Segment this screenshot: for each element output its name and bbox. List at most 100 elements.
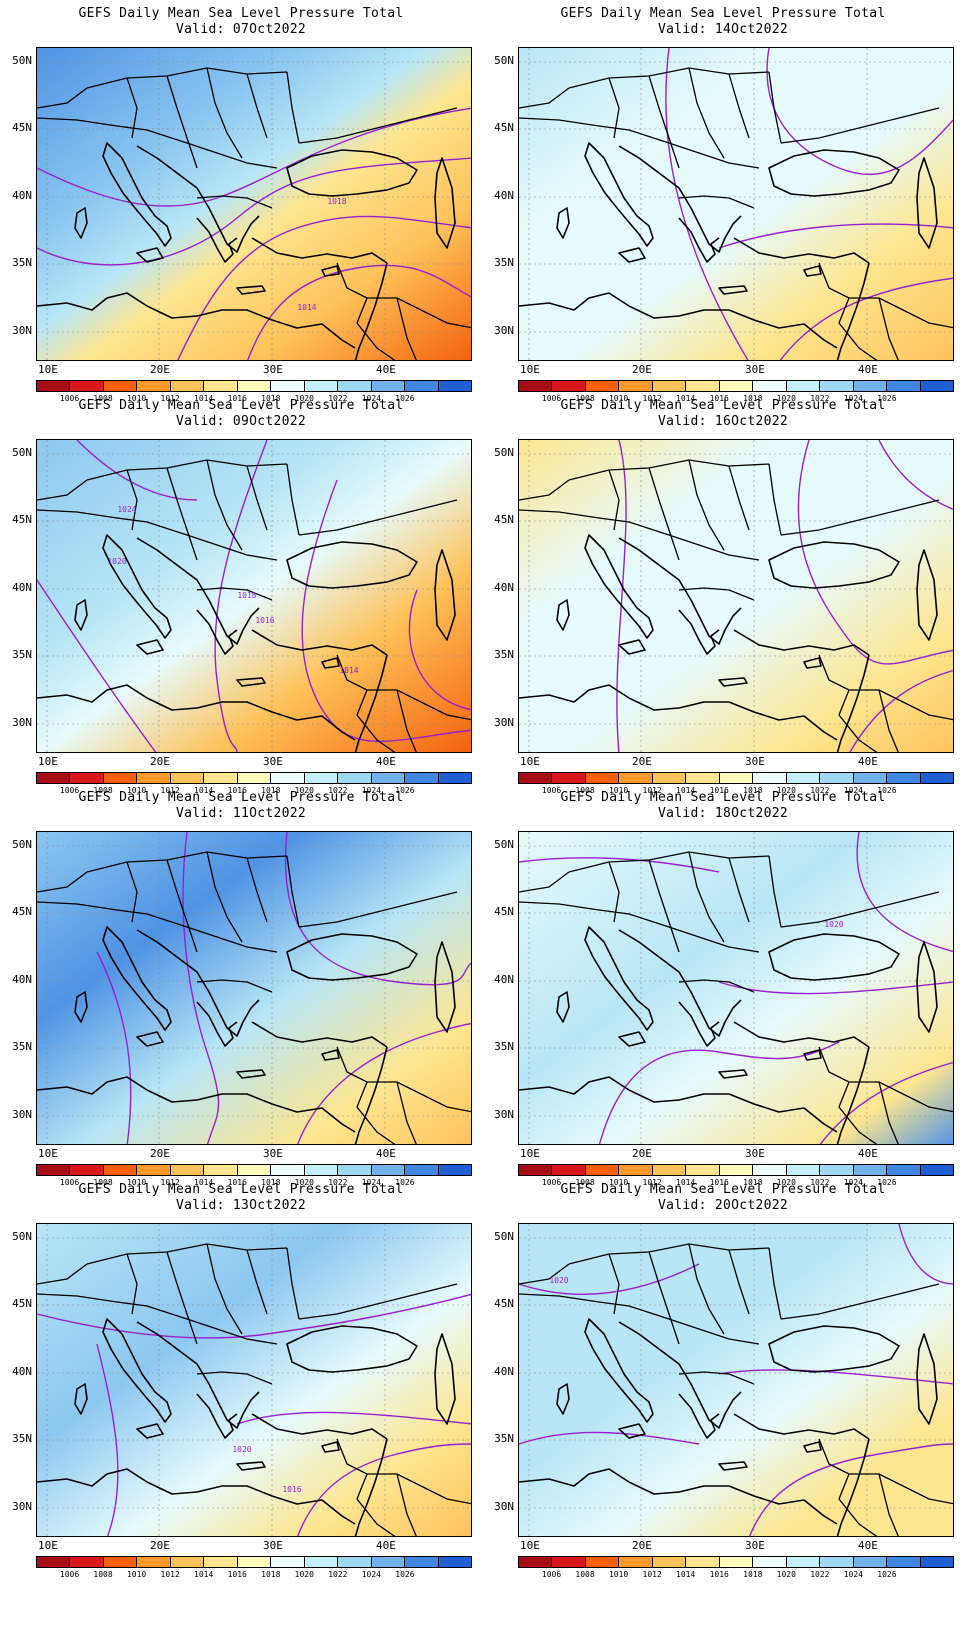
- colorbar-level-label: 1026: [877, 786, 897, 795]
- longitude-label: 10E: [520, 1147, 540, 1160]
- colorbar-level-label: 1018: [743, 1178, 763, 1187]
- colorbar-swatch: [719, 1557, 754, 1567]
- colorbar-level-label: 1006: [541, 786, 562, 795]
- colorbar-level-label: 1020: [776, 1570, 796, 1579]
- colorbar-level-label: 1022: [328, 1178, 348, 1187]
- country-border: [668, 926, 760, 953]
- coastline: [618, 247, 646, 263]
- map-svg: [519, 440, 953, 752]
- map-svg: [519, 48, 953, 360]
- colorbar-level-label: 1016: [227, 1570, 247, 1579]
- colorbar-swatch: [438, 1165, 472, 1175]
- coastline: [733, 1413, 870, 1440]
- colorbar-swatch: [103, 1557, 138, 1567]
- panel-title: GEFS Daily Mean Sea Level Pressure Total: [78, 790, 404, 805]
- panel-title: GEFS Daily Mean Sea Level Pressure Total: [78, 1182, 404, 1197]
- colorbar-swatch: [753, 1165, 787, 1175]
- country-border: [768, 71, 782, 144]
- colorbar-swatch: [170, 381, 205, 391]
- country-border: [356, 689, 396, 752]
- longitude-label: 40E: [858, 1539, 878, 1552]
- colorbar-level-label: 1016: [709, 786, 729, 795]
- colorbar-swatch: [686, 1165, 720, 1175]
- colorbar: [518, 1164, 954, 1176]
- coastline: [74, 599, 88, 631]
- country-border: [206, 459, 243, 551]
- colorbar-swatch: [619, 1557, 653, 1567]
- panel-valid-date: Valid: 18Oct2022: [657, 806, 789, 821]
- coastline: [37, 1468, 356, 1525]
- country-border: [678, 1371, 755, 1385]
- latitude-label: 45N: [494, 1297, 514, 1310]
- country-border: [37, 871, 88, 893]
- coastline: [434, 1333, 456, 1425]
- latitude-label: 40N: [12, 581, 32, 594]
- country-border: [648, 859, 680, 953]
- colorbar: [36, 380, 472, 392]
- colorbar-level-label: 1010: [126, 1178, 147, 1187]
- longitude-label: 20E: [632, 1147, 652, 1160]
- colorbar-swatch: [103, 773, 138, 783]
- isobar-label: 1018: [327, 197, 346, 206]
- coastline: [618, 145, 742, 253]
- colorbar-level-label: 1024: [843, 394, 863, 403]
- pressure-map: 1020: [518, 831, 954, 1145]
- coastline: [556, 207, 570, 239]
- isobar-contour: [856, 832, 953, 953]
- colorbar-level-label: 1024: [843, 1570, 863, 1579]
- colorbar-swatch: [271, 773, 305, 783]
- colorbar-swatch: [887, 773, 921, 783]
- country-border: [196, 979, 273, 993]
- colorbar-swatch: [552, 1165, 586, 1175]
- coastline: [836, 654, 870, 752]
- colorbar-swatch: [619, 1165, 653, 1175]
- longitude-label: 30E: [745, 1539, 765, 1552]
- country-border: [196, 587, 273, 601]
- isobar-label: 1024: [117, 505, 136, 514]
- country-border: [728, 857, 750, 923]
- coastline: [102, 1318, 172, 1423]
- country-border: [780, 891, 940, 928]
- country-border: [768, 855, 782, 928]
- colorbar-swatch: [853, 1165, 888, 1175]
- country-border: [519, 87, 570, 109]
- colorbar-level-label: 1018: [743, 786, 763, 795]
- colorbar-level-label: 1020: [776, 394, 796, 403]
- panel-title: GEFS Daily Mean Sea Level Pressure Total: [560, 6, 886, 21]
- colorbar-level-label: 1016: [227, 1178, 247, 1187]
- colorbar-swatch: [204, 773, 238, 783]
- colorbar-swatch: [37, 1165, 71, 1175]
- coastline: [236, 1461, 266, 1471]
- coastline: [618, 1321, 742, 1429]
- coastline: [718, 1069, 748, 1079]
- coastline: [678, 1393, 720, 1439]
- colorbar-level-label: 1016: [709, 1570, 729, 1579]
- coastline: [584, 534, 654, 639]
- isobar-contour: [177, 215, 471, 360]
- colorbar-level-label: 1022: [328, 394, 348, 403]
- country-border: [246, 465, 268, 531]
- country-border: [568, 67, 770, 89]
- panel-valid-date: Valid: 11Oct2022: [175, 806, 307, 821]
- colorbar-swatch: [853, 381, 888, 391]
- country-border: [396, 1081, 417, 1144]
- colorbar-swatch: [853, 773, 888, 783]
- coastline: [584, 1318, 654, 1423]
- coastline: [718, 1461, 748, 1471]
- colorbar-swatch: [820, 1557, 854, 1567]
- colorbar-swatch: [304, 1165, 339, 1175]
- coastline: [354, 1046, 388, 1144]
- coastline: [251, 1021, 388, 1048]
- latitude-label: 50N: [12, 1230, 32, 1243]
- country-border: [246, 1249, 268, 1315]
- latitude-label: 40N: [494, 1365, 514, 1378]
- colorbar-swatch: [786, 1557, 821, 1567]
- coastline: [236, 677, 266, 687]
- isobar-contour: [878, 440, 953, 510]
- country-border: [519, 901, 670, 928]
- pressure-map: [518, 439, 954, 753]
- country-border: [298, 891, 458, 928]
- coastline: [836, 262, 870, 360]
- colorbar-swatch: [37, 773, 71, 783]
- colorbar-level-label: 1008: [575, 1570, 595, 1579]
